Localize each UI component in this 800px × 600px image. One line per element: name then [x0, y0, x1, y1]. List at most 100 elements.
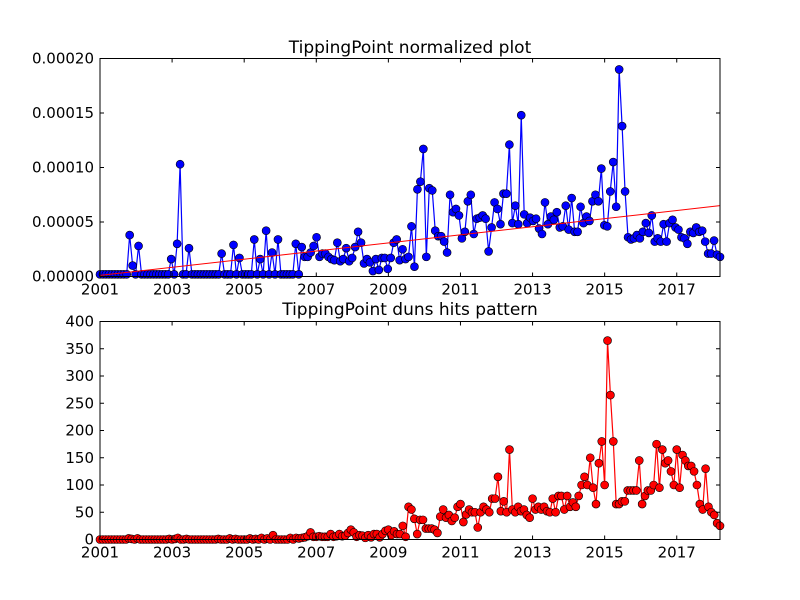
y-tick-label: 0.00015	[32, 104, 94, 122]
data-point	[125, 230, 134, 240]
data-point	[552, 207, 562, 217]
data-point	[347, 253, 357, 263]
data-point	[709, 510, 719, 520]
data-point	[620, 187, 630, 196]
data-point	[697, 226, 707, 236]
data-point	[683, 239, 692, 249]
data-point	[493, 472, 503, 482]
data-point	[309, 241, 318, 251]
data-point	[505, 445, 514, 454]
data-point	[652, 439, 661, 449]
data-point	[175, 159, 185, 169]
data-point	[637, 499, 647, 509]
data-point	[561, 201, 571, 210]
chart-title: TippingPoint normalized plot	[288, 38, 532, 58]
data-point	[312, 232, 321, 242]
data-point	[641, 218, 651, 228]
data-point	[692, 480, 702, 490]
x-tick-label: 2007	[297, 544, 335, 562]
data-point	[456, 499, 465, 509]
y-tick-label: 300	[65, 367, 94, 385]
x-tick-label: 2017	[658, 544, 696, 562]
duns-hits-plot: TippingPoint duns hits pattern 2001 2003 2…	[65, 300, 725, 562]
data-point	[499, 497, 509, 506]
data-point	[433, 528, 442, 538]
data-point	[438, 505, 448, 514]
x-tick-label: 2017	[658, 281, 696, 299]
trend-line	[99, 205, 721, 276]
data-point	[611, 202, 621, 212]
data-point	[668, 215, 677, 225]
chart-title: TippingPoint duns hits pattern	[281, 300, 538, 320]
data-point	[484, 507, 494, 517]
data-point	[516, 110, 526, 120]
data-point	[418, 515, 428, 525]
data-point	[597, 437, 607, 446]
data-point	[261, 226, 271, 236]
data-point	[505, 140, 514, 149]
data-point	[606, 390, 615, 400]
data-point	[410, 262, 419, 271]
data-point	[333, 238, 342, 248]
data-point	[709, 236, 719, 245]
data-point	[413, 185, 422, 194]
data-point	[605, 187, 615, 196]
y-tick-label: 250	[65, 394, 94, 412]
data-point	[675, 483, 684, 493]
data-point	[229, 240, 238, 250]
x-tick-label: 2009	[369, 544, 407, 562]
data-point	[122, 270, 131, 279]
data-point	[666, 467, 676, 476]
data-point	[540, 198, 550, 207]
data-point	[412, 529, 422, 539]
data-point	[184, 243, 194, 253]
data-point	[588, 483, 598, 493]
data-point	[386, 253, 396, 263]
data-point	[481, 214, 490, 224]
data-point	[496, 219, 505, 229]
data-point	[689, 467, 699, 476]
x-tick-label: 2001	[81, 544, 119, 562]
x-tick-label: 2011	[441, 281, 479, 299]
x-tick-label: 2005	[225, 281, 263, 299]
data-point	[235, 253, 244, 263]
data-point	[576, 202, 585, 212]
data-point	[580, 472, 589, 482]
y-tick-label: 350	[65, 340, 94, 358]
data-point	[573, 227, 582, 237]
data-point	[450, 513, 460, 523]
data-point	[528, 494, 537, 503]
y-tick-label: 0.00020	[32, 50, 94, 68]
data-point	[217, 249, 226, 258]
data-point	[602, 222, 612, 231]
data-point	[525, 513, 534, 523]
data-point	[419, 144, 428, 154]
data-point	[374, 265, 384, 275]
data-point	[398, 244, 407, 254]
data-point	[562, 491, 572, 501]
data-point	[701, 464, 710, 473]
y-tick-label: 150	[65, 449, 94, 467]
x-tick-label: 2009	[369, 281, 407, 299]
y-tick-label: 100	[65, 476, 94, 494]
data-point	[594, 196, 603, 206]
data-point	[416, 177, 425, 186]
data-point	[574, 491, 584, 501]
data-point	[466, 190, 476, 200]
axis-ticks: 2001 2003 2005 2007 2009 2011 2013 2015 2017 0.00…	[32, 50, 720, 299]
axis-ticks: 2001 2003 2005 2007 2009 2011 2013 2015 2017 0 50 1…	[65, 313, 720, 562]
data-point	[166, 254, 176, 264]
data-point	[608, 157, 618, 167]
x-tick-label: 2007	[297, 281, 335, 299]
data-point	[454, 211, 464, 220]
data-point	[439, 237, 449, 246]
data-point	[663, 456, 673, 465]
y-tick-label: 0.00010	[32, 159, 94, 177]
data-point	[407, 505, 416, 514]
plot-area	[95, 336, 725, 544]
data-point	[551, 507, 560, 517]
data-point	[422, 252, 431, 262]
data-point	[700, 237, 710, 246]
data-point	[407, 222, 416, 231]
